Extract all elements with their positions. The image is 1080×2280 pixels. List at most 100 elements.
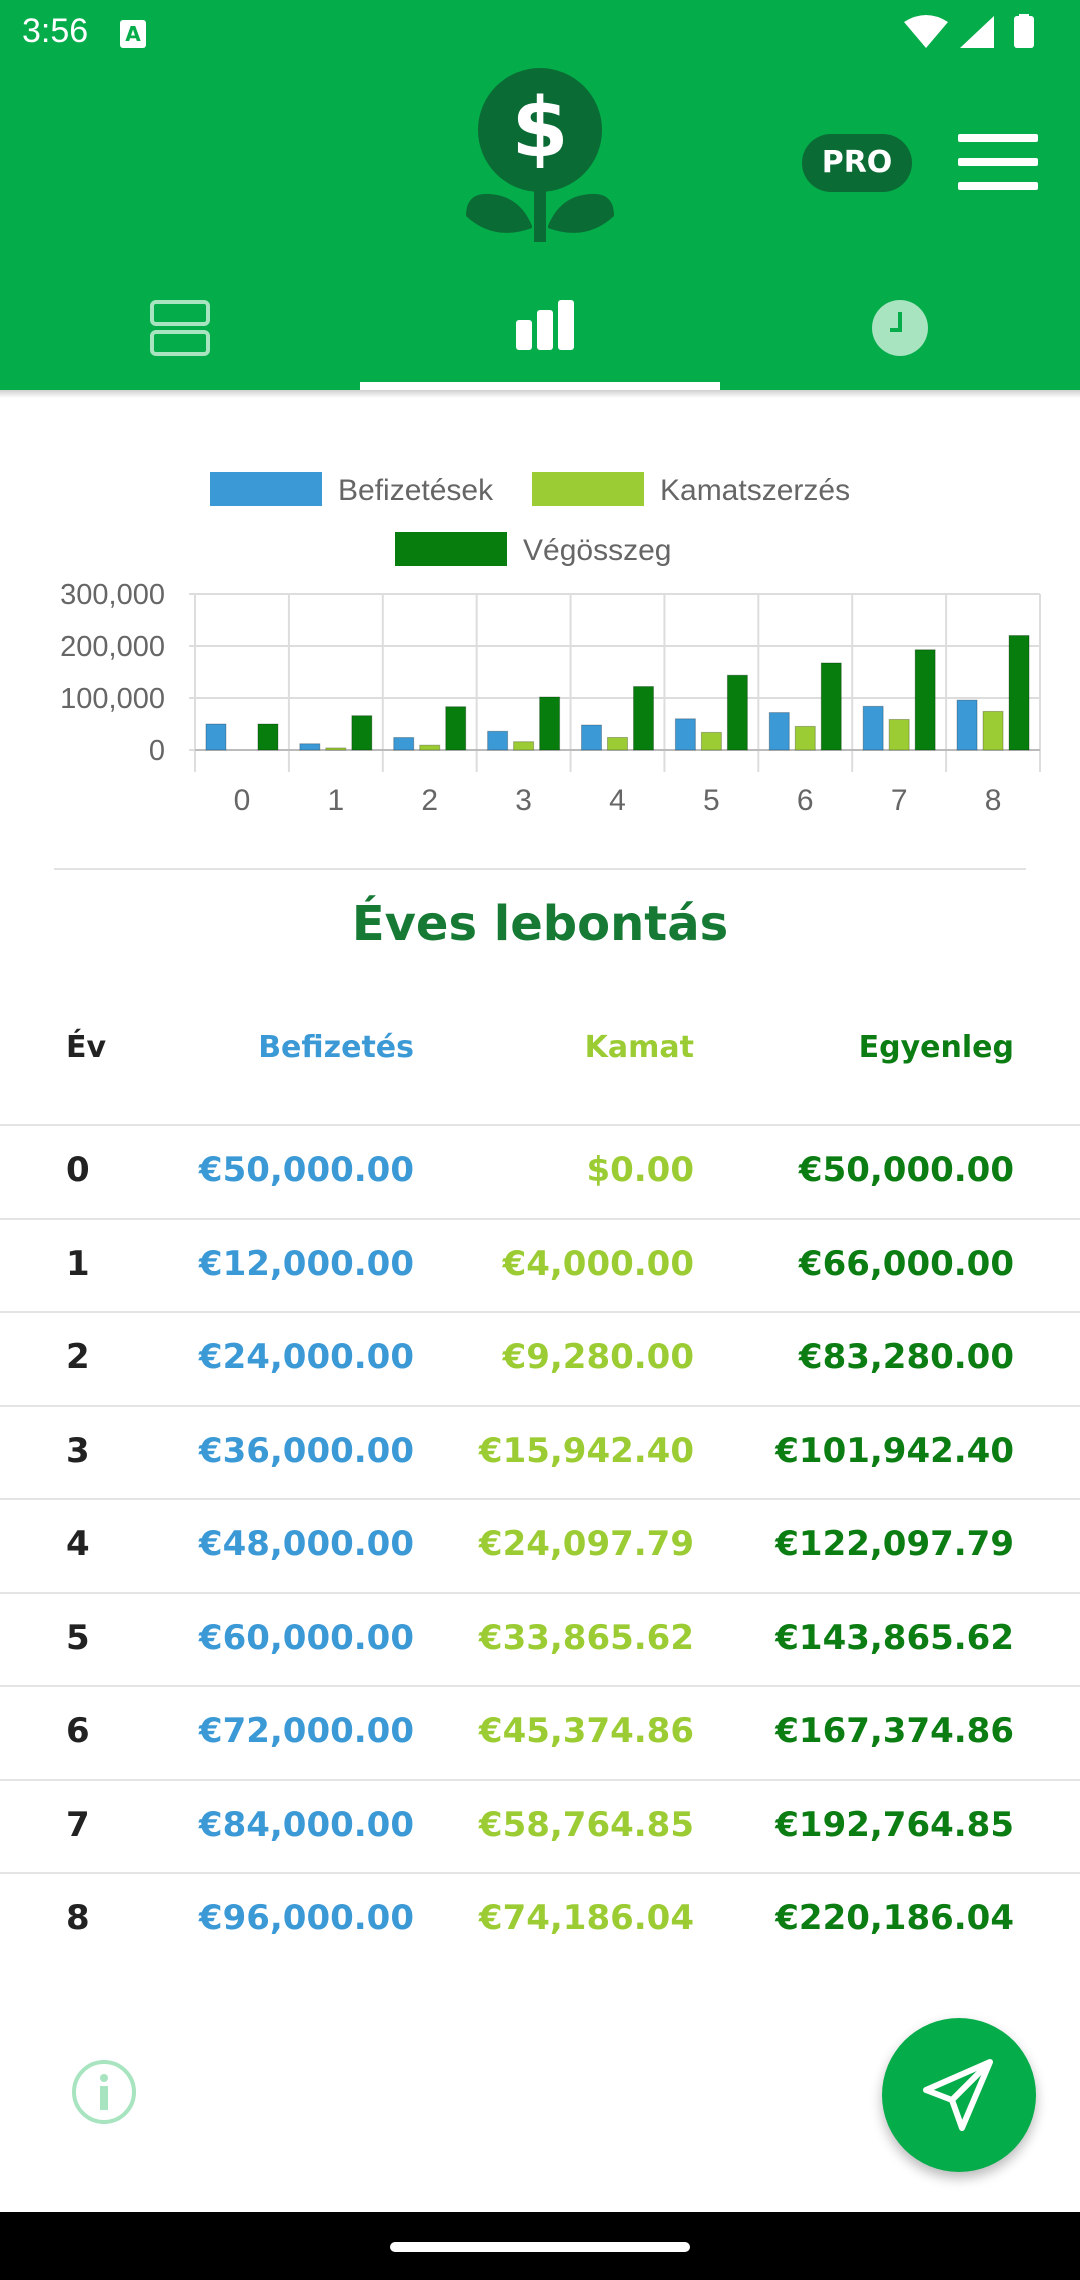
- legend-swatch: [210, 472, 322, 506]
- year-cell: 0: [66, 1150, 90, 1190]
- clock-icon: [872, 300, 928, 356]
- home-handle[interactable]: [390, 2242, 690, 2252]
- table-header: Év Befizetés Kamat Egyenleg: [0, 1000, 1080, 1124]
- bar-2: [633, 686, 654, 751]
- bar-1: [607, 736, 628, 751]
- tab-chart[interactable]: [360, 280, 720, 390]
- y-tick-label: 0: [149, 735, 165, 767]
- wifi-icon: [904, 15, 948, 48]
- interest-cell: €4,000.00: [502, 1243, 694, 1284]
- header-year: Év: [66, 1030, 107, 1065]
- bar-0: [674, 718, 696, 751]
- payment-cell: €72,000.00: [198, 1711, 414, 1751]
- year-cell: 4: [66, 1524, 90, 1564]
- info-icon[interactable]: [70, 2058, 138, 2126]
- table-row: 6 €72,000.00 €45,374.86 €167,374.86: [0, 1685, 1080, 1779]
- y-tick-label: 100,000: [60, 683, 165, 715]
- payment-cell: €96,000.00: [198, 1898, 414, 1938]
- interest-cell: €24,097.79: [478, 1524, 694, 1564]
- pro-badge[interactable]: PRO: [802, 134, 912, 192]
- bar-chart: Befizetések Kamatszerzés Végösszeg 300,000 2…: [60, 472, 1041, 817]
- interest-cell: €33,865.62: [478, 1617, 694, 1658]
- balance-cell: €122,097.79: [775, 1524, 1014, 1564]
- status-bar: 3:56 A: [0, 0, 1080, 66]
- app-header: 3:56 A $ PRO: [0, 0, 1080, 390]
- payment-cell: €12,000.00: [198, 1243, 414, 1284]
- table-row: 7 €84,000.00 €58,764.85 €192,764.85: [0, 1778, 1080, 1873]
- legend-label: Befizetések: [338, 474, 494, 507]
- bar-2: [257, 723, 279, 751]
- payment-cell: €60,000.00: [198, 1617, 414, 1658]
- x-tick-label: 5: [703, 784, 720, 817]
- bar-2: [351, 715, 373, 751]
- bar-0: [205, 723, 227, 751]
- payment-cell: €24,000.00: [198, 1337, 414, 1377]
- send-button[interactable]: [882, 2018, 1036, 2172]
- x-tick-label: 7: [891, 784, 908, 817]
- hamburger-menu-icon[interactable]: [954, 132, 1040, 192]
- table-row: 2 €24,000.00 €9,280.00 €83,280.00: [0, 1311, 1080, 1405]
- balance-cell: €143,865.62: [775, 1617, 1014, 1658]
- section-title: Éves lebontás: [351, 896, 729, 952]
- bar-0: [956, 699, 978, 751]
- interest-cell: €9,280.00: [502, 1337, 694, 1377]
- interest-cell: $0.00: [586, 1150, 694, 1190]
- tab-list[interactable]: [0, 280, 360, 390]
- interest-cell: €45,374.86: [478, 1711, 694, 1751]
- x-tick-label: 3: [515, 784, 532, 817]
- send-icon: [923, 2059, 993, 2131]
- bar-2: [726, 674, 748, 751]
- balance-cell: €192,764.85: [775, 1804, 1014, 1845]
- bar-0: [862, 705, 884, 751]
- balance-cell: €83,280.00: [798, 1337, 1014, 1377]
- tab-bar: [0, 280, 1080, 390]
- bar-1: [982, 710, 1004, 751]
- bar-2: [445, 706, 467, 751]
- header-balance: Egyenleg: [858, 1030, 1014, 1065]
- year-cell: 1: [66, 1243, 90, 1284]
- status-time: 3:56: [22, 12, 89, 50]
- balance-cell: €101,942.40: [775, 1430, 1014, 1471]
- balance-cell: €167,374.86: [775, 1711, 1014, 1751]
- interest-cell: €58,764.85: [478, 1804, 694, 1845]
- header-interest: Kamat: [584, 1030, 694, 1065]
- payment-cell: €36,000.00: [198, 1430, 414, 1471]
- table-row: 1 €12,000.00 €4,000.00 €66,000.00: [0, 1217, 1080, 1312]
- interest-cell: €15,942.40: [478, 1430, 694, 1471]
- year-cell: 8: [66, 1898, 90, 1938]
- bar-0: [393, 737, 415, 751]
- balance-cell: €50,000.00: [798, 1150, 1014, 1190]
- bar-1: [513, 741, 535, 751]
- battery-icon: [1014, 16, 1034, 48]
- x-tick-label: 1: [327, 784, 344, 817]
- y-tick-label: 300,000: [60, 579, 165, 611]
- year-cell: 2: [66, 1337, 90, 1377]
- year-cell: 6: [66, 1711, 90, 1751]
- x-tick-label: 4: [609, 784, 626, 817]
- table-row: 3 €36,000.00 €15,942.40 €101,942.40: [0, 1404, 1080, 1499]
- table-row: 8 €96,000.00 €74,186.04 €220,186.04: [0, 1872, 1080, 1966]
- x-tick-label: 6: [797, 784, 814, 817]
- x-tick-label: 0: [234, 784, 251, 817]
- y-tick-label: 200,000: [60, 631, 165, 663]
- bar-0: [768, 712, 790, 751]
- balance-cell: €220,186.04: [775, 1898, 1014, 1938]
- legend-swatch: [532, 472, 644, 506]
- signal-icon: [960, 16, 994, 48]
- bar-0: [581, 724, 602, 751]
- tab-history[interactable]: [720, 280, 1080, 390]
- balance-cell: €66,000.00: [798, 1243, 1014, 1284]
- status-icons: [904, 14, 1034, 48]
- dollar-plant-icon: $: [466, 68, 614, 242]
- bar-1: [888, 718, 910, 751]
- svg-text:$: $: [511, 81, 568, 176]
- bar-1: [325, 747, 347, 751]
- bar-0: [487, 730, 509, 751]
- payment-cell: €50,000.00: [198, 1150, 414, 1190]
- a-icon: A: [120, 20, 146, 48]
- x-tick-label: 8: [985, 784, 1002, 817]
- year-cell: 7: [66, 1804, 90, 1845]
- bar-0: [299, 743, 321, 751]
- interest-cell: €74,186.04: [478, 1898, 694, 1938]
- legend-label: Kamatszerzés: [660, 474, 850, 507]
